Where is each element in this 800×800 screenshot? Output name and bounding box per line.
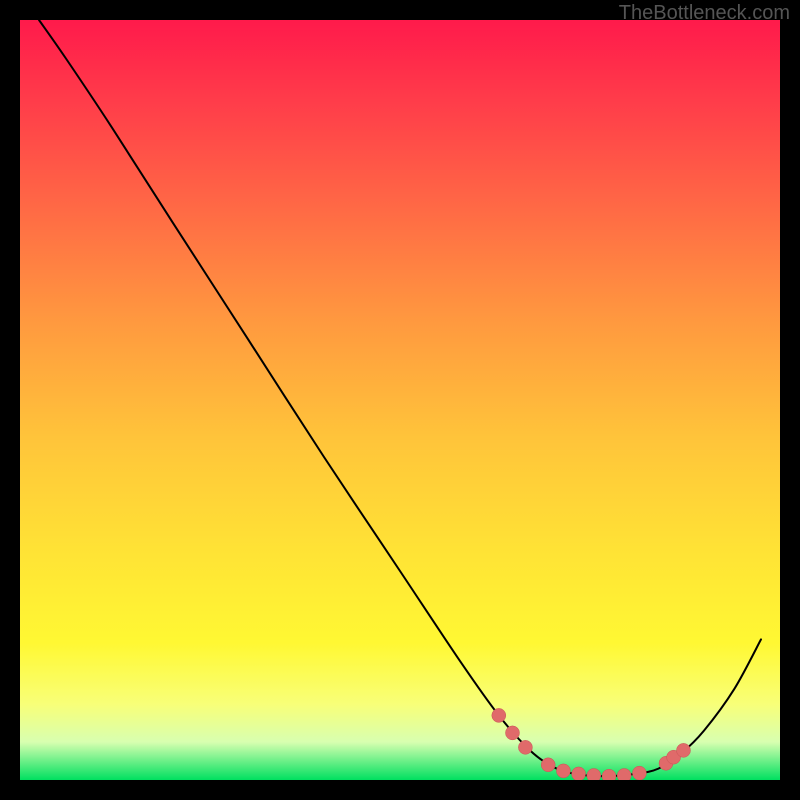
marker-point [492,708,506,722]
marker-point [518,740,532,754]
marker-point [572,767,586,781]
attribution-text: TheBottleneck.com [619,2,790,25]
marker-point [541,758,555,772]
marker-point [556,764,570,778]
marker-point [632,766,646,780]
bottleneck-line-chart [0,0,800,800]
marker-point [676,743,690,757]
chart-background [20,20,780,780]
marker-point [505,726,519,740]
chart-container: TheBottleneck.com [0,0,800,800]
